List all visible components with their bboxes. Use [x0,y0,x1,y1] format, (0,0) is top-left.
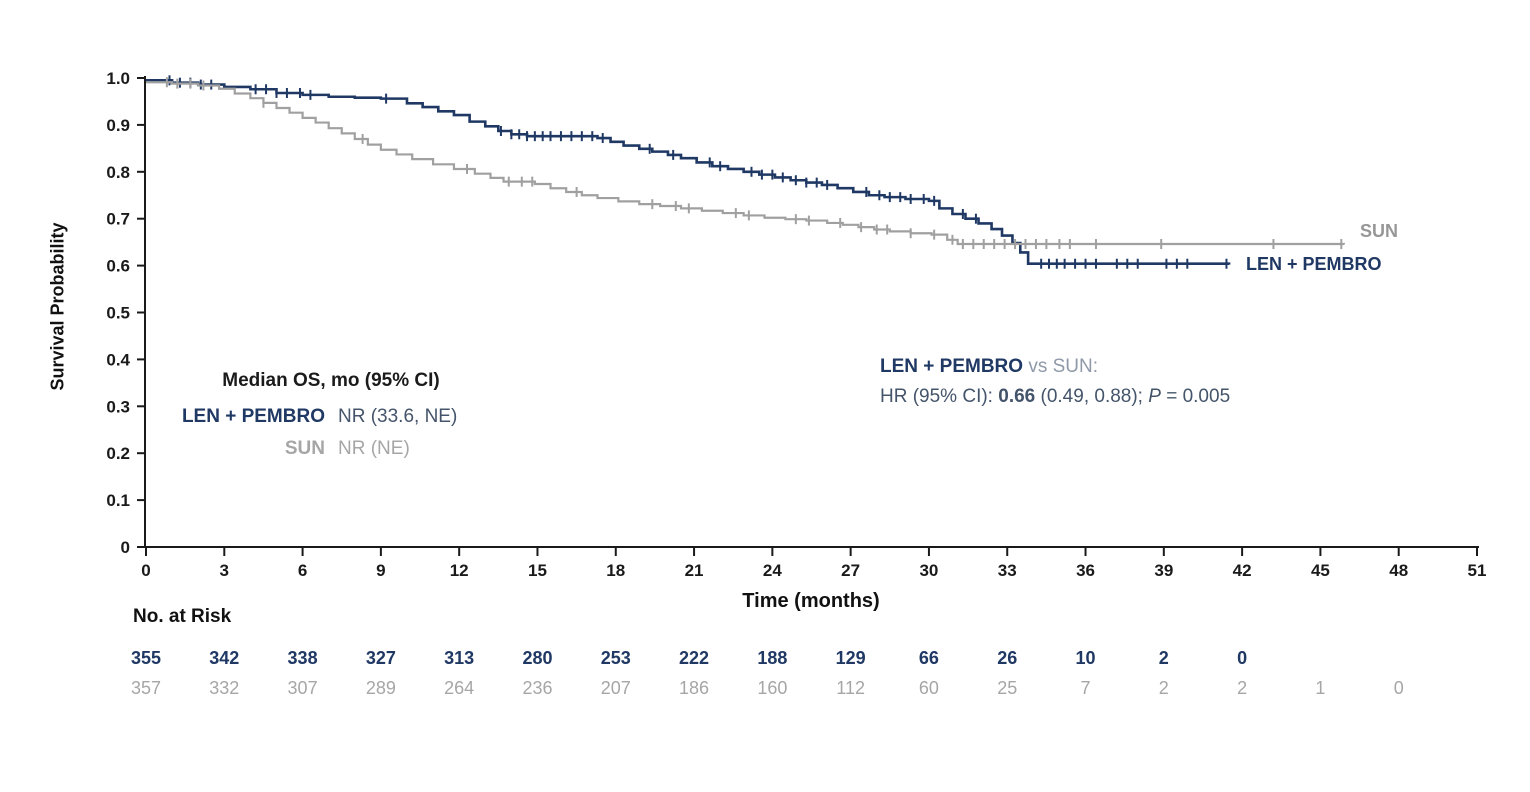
risk-count-len-pembro: 10 [1075,648,1096,668]
y-tick-label: 0.5 [106,304,130,323]
median-os-header: Median OS, mo (95% CI) [222,370,440,391]
y-tick-label: 0.1 [106,491,130,510]
risk-count-sun: 357 [130,678,162,698]
median-os-label-sun: SUN [284,438,325,459]
risk-count-sun: 160 [757,678,788,698]
risk-count-len-pembro: 355 [130,648,162,668]
hr-ci: (0.49, 0.88); [1035,386,1149,407]
risk-count-len-pembro: 2 [1158,648,1169,668]
risk-count-sun: 1 [1315,678,1326,698]
risk-count-sun: 207 [600,678,631,698]
risk-count-len-pembro: 222 [679,648,710,668]
risk-count-sun: 332 [209,678,240,698]
curve-end-label-len-pembro: LEN + PEMBRO [1246,254,1382,274]
x-tick-label: 3 [220,561,229,580]
x-tick-label: 0 [141,561,150,580]
x-tick-label: 42 [1233,561,1252,580]
hr-line1-arm: LEN + PEMBRO [880,356,1024,377]
x-tick-label: 12 [450,561,469,580]
survival-curve-len-pembro [146,79,1231,266]
x-tick-label: 51 [1468,561,1487,580]
risk-count-len-pembro: 26 [997,648,1018,668]
risk-count-len-pembro: 327 [365,648,396,668]
y-tick-label: 0.6 [106,257,130,276]
risk-count-sun: 2 [1237,678,1248,698]
risk-count-len-pembro: 129 [835,648,866,668]
hr-value: 0.66 [998,386,1036,407]
risk-count-len-pembro: 342 [209,648,240,668]
risk-count-len-pembro: 66 [918,648,939,668]
median-os-value-len-pembro: NR (33.6, NE) [338,406,458,427]
y-tick-label: 1.0 [106,69,130,88]
risk-table-title: No. at Risk [133,606,232,627]
risk-count-len-pembro: 188 [757,648,788,668]
hr-p-symbol: P [1148,386,1161,407]
x-tick-label: 6 [298,561,307,580]
y-tick-label: 0.7 [106,210,130,229]
risk-count-sun: 112 [836,678,865,698]
curve-end-label-sun: SUN [1360,221,1399,241]
median-os-row-len-pembro: LEN + PEMBRO NR (33.6, NE) [120,406,680,428]
x-tick-label: 33 [998,561,1017,580]
hr-annotation-line1: LEN + PEMBRO vs SUN: [880,356,1098,378]
x-tick-label: 30 [919,561,938,580]
x-tick-label: 24 [763,561,782,580]
y-tick-label: 0.3 [106,397,130,416]
risk-count-len-pembro: 280 [522,648,553,668]
y-tick-label: 0.9 [106,116,130,135]
y-tick-label: 0 [121,538,130,557]
risk-count-sun: 0 [1393,678,1404,698]
x-tick-label: 18 [606,561,625,580]
risk-count-sun: 25 [997,678,1018,698]
risk-count-len-pembro: 0 [1237,648,1248,668]
axis-lines [144,76,1479,548]
survival-curve-sun [146,81,1345,246]
risk-count-len-pembro: 313 [444,648,475,668]
y-tick-label: 0.4 [106,350,130,369]
risk-count-sun: 186 [679,678,710,698]
x-tick-label: 36 [1076,561,1095,580]
risk-count-sun: 307 [287,678,318,698]
risk-count-sun: 236 [522,678,553,698]
risk-count-sun: 289 [365,678,396,698]
risk-count-sun: 264 [444,678,475,698]
risk-count-sun: 60 [918,678,939,698]
x-tick-label: 27 [841,561,860,580]
median-os-label-len-pembro: LEN + PEMBRO [181,406,325,427]
x-tick-label: 9 [376,561,385,580]
y-axis-title: Survival Probability [47,222,68,391]
hr-annotation-line2: HR (95% CI): 0.66 (0.49, 0.88); P = 0.00… [880,386,1230,408]
risk-count-sun: 7 [1080,678,1091,698]
median-os-value-sun: NR (NE) [338,438,410,459]
hr-p-value: = 0.005 [1160,386,1231,407]
median-os-row-sun: SUN NR (NE) [120,438,680,460]
risk-count-len-pembro: 338 [287,648,318,668]
x-tick-label: 39 [1154,561,1173,580]
y-tick-label: 0.2 [106,444,130,463]
x-tick-label: 48 [1389,561,1408,580]
y-tick-label: 0.8 [106,163,130,182]
x-tick-label: 15 [528,561,547,580]
risk-count-len-pembro: 253 [600,648,631,668]
hr-prefix: HR (95% CI): [880,386,999,407]
x-tick-label: 21 [685,561,704,580]
x-tick-label: 45 [1311,561,1330,580]
hr-line1-vs: vs SUN: [1023,356,1099,377]
risk-count-sun: 2 [1158,678,1169,698]
x-axis-title: Time (months) [742,590,880,612]
